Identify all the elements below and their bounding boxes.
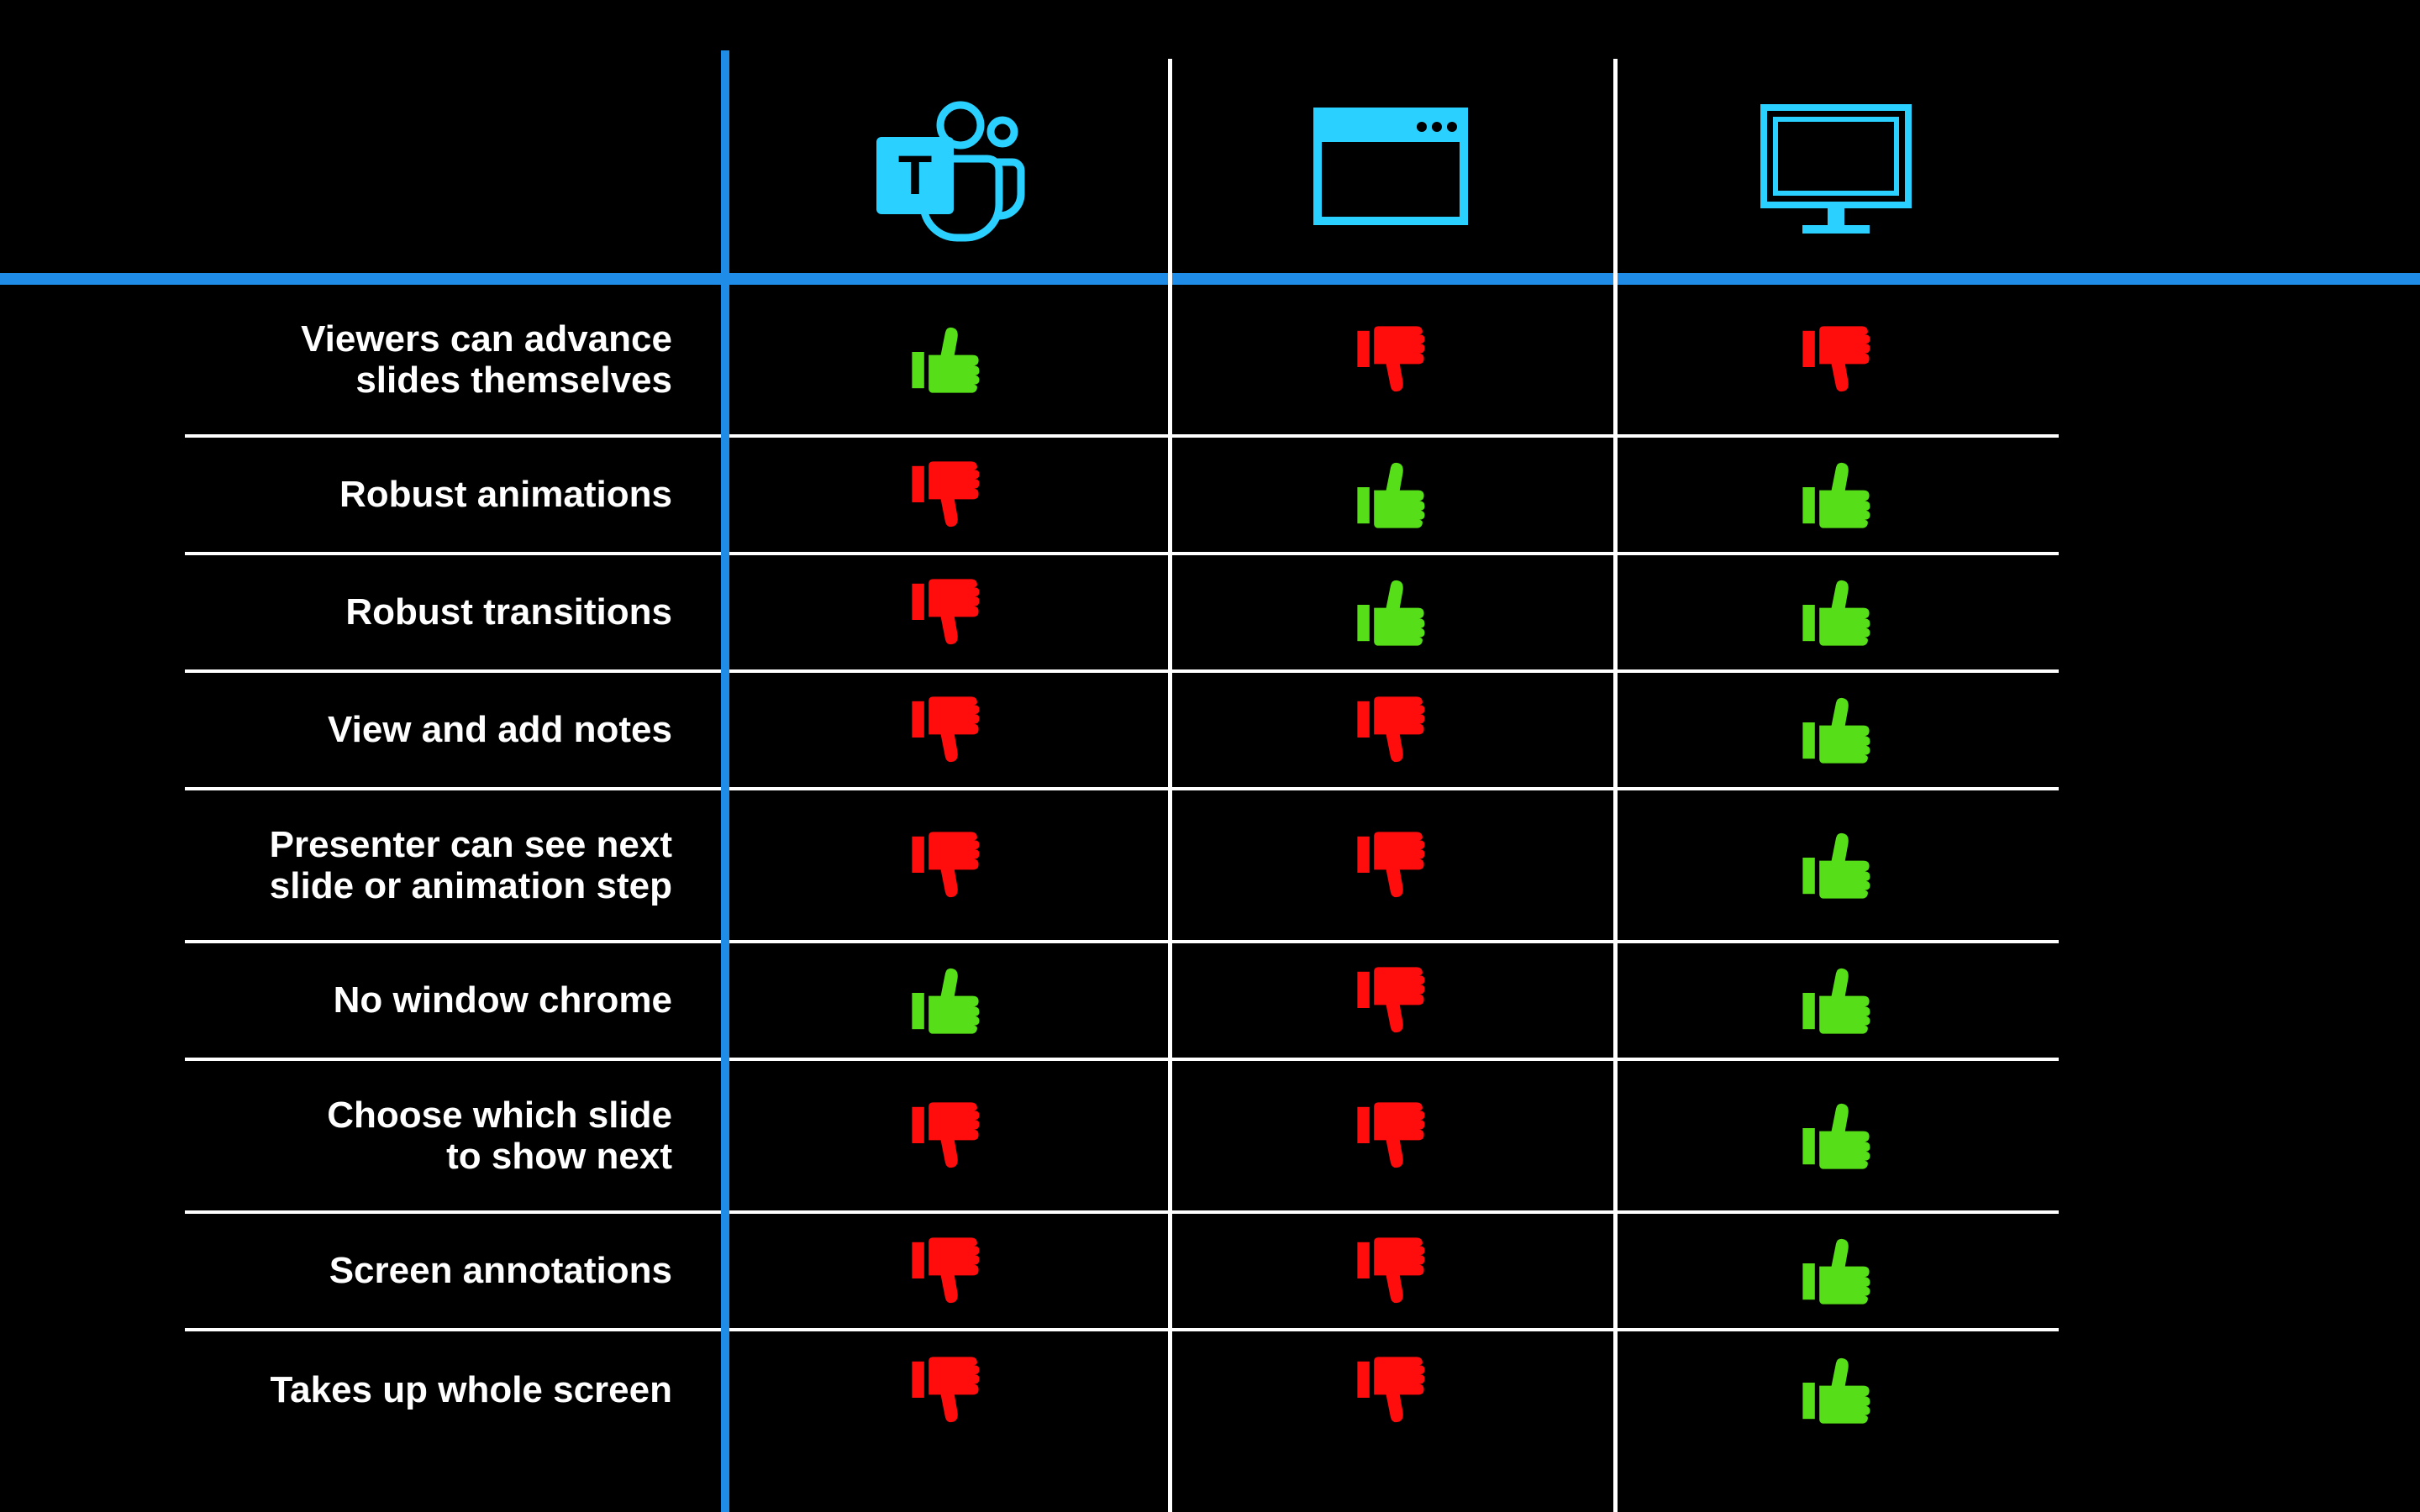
thumbs-up-icon <box>1798 1233 1874 1309</box>
cell <box>723 1331 1168 1449</box>
cell <box>1613 943 2059 1058</box>
cell <box>723 673 1168 787</box>
row-label: Screen annotations <box>185 1214 723 1328</box>
row-label: View and add notes <box>185 673 723 787</box>
row-label: Viewers can advance slides themselves <box>185 285 723 434</box>
thumbs-down-icon <box>908 575 983 650</box>
table-row: Viewers can advance slides themselves <box>185 285 2059 438</box>
row-label: Choose which slide to show next <box>185 1061 723 1210</box>
cell <box>1613 438 2059 552</box>
thumbs-down-icon <box>1353 322 1428 397</box>
cell <box>723 555 1168 669</box>
cell <box>723 1214 1168 1328</box>
cell <box>723 1061 1168 1210</box>
thumbs-up-icon <box>1353 575 1428 650</box>
row-label: Takes up whole screen <box>185 1331 723 1449</box>
cell <box>1168 790 1613 940</box>
cell <box>1613 555 2059 669</box>
table-row: View and add notes <box>185 673 2059 790</box>
row-label: Presenter can see next slide or animatio… <box>185 790 723 940</box>
table-row: Takes up whole screen <box>185 1331 2059 1449</box>
row-label: No window chrome <box>185 943 723 1058</box>
cell <box>1613 1214 2059 1328</box>
table-row: Presenter can see next slide or animatio… <box>185 790 2059 943</box>
svg-text:T: T <box>898 144 932 206</box>
vline-2 <box>1168 59 1172 1512</box>
table-row: Robust animations <box>185 438 2059 555</box>
table-body: Viewers can advance slides themselves Ro… <box>185 285 2059 1449</box>
cell <box>1168 555 1613 669</box>
cell <box>1613 790 2059 940</box>
table-header: T <box>185 67 2059 273</box>
header-col-desktop <box>1613 67 2059 273</box>
header-divider <box>0 273 2420 285</box>
cell <box>1168 1331 1613 1449</box>
thumbs-down-icon <box>1798 322 1874 397</box>
cell <box>1613 1061 2059 1210</box>
cell <box>1168 1214 1613 1328</box>
thumbs-down-icon <box>908 692 983 768</box>
thumbs-up-icon <box>1798 827 1874 903</box>
thumbs-down-icon <box>1353 1098 1428 1173</box>
cell <box>723 285 1168 434</box>
row-label: Robust transitions <box>185 555 723 669</box>
cell <box>1168 285 1613 434</box>
thumbs-up-icon <box>1798 963 1874 1038</box>
thumbs-up-icon <box>1353 457 1428 533</box>
cell <box>1168 673 1613 787</box>
table-row: No window chrome <box>185 943 2059 1061</box>
thumbs-down-icon <box>1353 1233 1428 1309</box>
cell <box>723 790 1168 940</box>
thumbs-up-icon <box>1798 1352 1874 1428</box>
thumbs-down-icon <box>908 1098 983 1173</box>
row-label: Robust animations <box>185 438 723 552</box>
cell <box>723 943 1168 1058</box>
thumbs-up-icon <box>1798 457 1874 533</box>
window-icon <box>1311 103 1470 238</box>
cell <box>1168 943 1613 1058</box>
table-row: Robust transitions <box>185 555 2059 673</box>
thumbs-down-icon <box>1353 692 1428 768</box>
cell <box>1168 438 1613 552</box>
thumbs-down-icon <box>908 827 983 903</box>
vline-1 <box>721 50 729 1512</box>
thumbs-up-icon <box>1798 575 1874 650</box>
thumbs-down-icon <box>1353 827 1428 903</box>
thumbs-down-icon <box>908 1352 983 1428</box>
thumbs-up-icon <box>1798 692 1874 768</box>
header-col-window <box>1168 67 1613 273</box>
table-row: Choose which slide to show next <box>185 1061 2059 1214</box>
thumbs-down-icon <box>908 457 983 533</box>
header-col-teams: T <box>723 67 1168 273</box>
thumbs-up-icon <box>908 322 983 397</box>
table-row: Screen annotations <box>185 1214 2059 1331</box>
thumbs-down-icon <box>1353 963 1428 1038</box>
desktop-icon <box>1752 99 1920 242</box>
cell <box>1613 673 2059 787</box>
cell <box>723 438 1168 552</box>
thumbs-up-icon <box>908 963 983 1038</box>
thumbs-down-icon <box>1353 1352 1428 1428</box>
thumbs-down-icon <box>908 1233 983 1309</box>
teams-icon: T <box>861 87 1029 255</box>
cell <box>1613 285 2059 434</box>
thumbs-up-icon <box>1798 1098 1874 1173</box>
cell <box>1613 1331 2059 1449</box>
vline-3 <box>1613 59 1618 1512</box>
cell <box>1168 1061 1613 1210</box>
